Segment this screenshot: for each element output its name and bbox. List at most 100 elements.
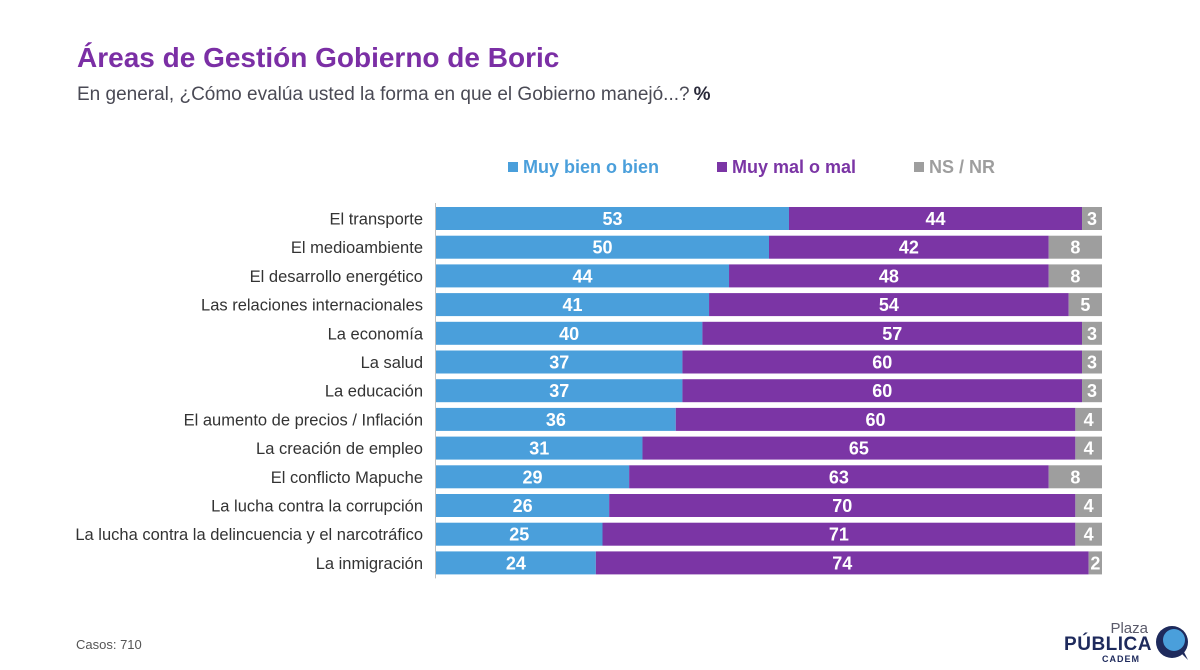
bar-segment-nsnr [1075,436,1102,460]
category-label: El conflicto Mapuche [271,469,423,487]
data-label-mal: 70 [832,496,852,516]
bar-segment-mal [729,264,1049,288]
subtitle-text: En general, ¿Cómo evalúa usted la forma … [77,84,690,105]
data-label-nsnr: 4 [1084,496,1094,516]
data-label-nsnr: 4 [1084,410,1094,430]
bar-segment-nsnr [1082,350,1102,374]
legend-swatch-mal [717,162,728,172]
category-label: La inmigración [316,555,423,573]
data-label-bien: 31 [529,439,549,459]
data-label-nsnr: 8 [1070,266,1080,286]
category-label: La creación de empleo [256,440,423,458]
bar-segment-nsnr [1075,522,1102,546]
data-label-bien: 29 [523,467,543,487]
category-label: La educación [325,383,423,401]
bar-segment-mal [709,293,1069,317]
data-label-bien: 37 [549,381,569,401]
data-label-nsnr: 3 [1087,353,1097,373]
legend-item-mal: Muy mal o mal [717,157,856,178]
data-label-bien: 24 [506,553,526,573]
category-label: La lucha contra la corrupción [211,498,423,516]
legend-swatch-bien [508,162,518,172]
bar-segment-bien [436,494,610,517]
logo-text-cadem: CADEM [1102,654,1140,664]
data-label-mal: 65 [849,439,869,459]
data-label-bien: 44 [573,266,593,286]
data-label-bien: 41 [563,295,583,315]
bar-segment-nsnr [1048,465,1102,489]
legend-item-nsnr: NS / NR [914,157,995,178]
bar-segment-bien [436,407,676,431]
data-label-nsnr: 3 [1087,324,1097,344]
bar-segment-nsnr [1048,235,1102,259]
data-label-bien: 37 [549,353,569,373]
bar-segment-mal [595,551,1089,575]
legend: Muy bien o bien Muy mal o mal NS / NR [508,156,995,178]
bar-segment-mal [642,436,1076,460]
category-label: Las relaciones internacionales [201,297,423,315]
category-label: El medioambiente [291,239,423,257]
data-label-bien: 50 [592,238,612,258]
bar-segment-mal [602,522,1076,546]
bar-segment-bien [436,465,630,489]
data-label-mal: 44 [925,209,945,229]
category-label: El desarrollo energético [250,268,423,286]
chart-title: Áreas de Gestión Gobierno de Boric [77,42,560,73]
bar-segment-mal [609,494,1076,517]
plaza-publica-logo: Plaza PÚBLICA CADEM [1064,620,1192,664]
chart-subtitle: En general, ¿Cómo evalúa usted la forma … [77,84,711,106]
logo-mark-icon [1156,626,1188,660]
bar-segment-mal [769,235,1049,259]
legend-label-nsnr: NS / NR [929,156,996,177]
data-label-bien: 25 [509,525,529,545]
data-label-mal: 71 [829,525,849,545]
bar-segment-bien [436,293,710,317]
category-label: La economía [328,325,424,343]
logo-text-publica: PÚBLICA [1064,634,1152,655]
unit-label: % [693,84,711,105]
bar-segment-bien [436,350,683,374]
data-label-mal: 60 [872,353,892,373]
data-label-nsnr: 4 [1084,439,1094,459]
data-label-nsnr: 3 [1087,209,1097,229]
bar-segment-nsnr [1082,207,1102,230]
data-label-bien: 53 [602,209,622,229]
bar-segment-nsnr [1075,494,1102,517]
data-label-bien: 36 [546,410,566,430]
bar-segment-nsnr [1075,407,1102,431]
bar-segment-bien [436,379,683,403]
bar-segment-bien [436,264,730,288]
category-label: El transporte [329,211,423,229]
data-label-mal: 57 [882,324,902,344]
legend-swatch-nsnr [914,162,925,172]
bar-segment-mal [682,350,1083,374]
data-label-mal: 60 [866,410,886,430]
bar-segment-nsnr [1068,293,1102,317]
category-label: El aumento de precios / Inflación [184,411,423,429]
data-label-nsnr: 3 [1087,381,1097,401]
category-label: La lucha contra la delincuencia y el nar… [75,526,423,544]
bar-segment-mal [682,379,1083,403]
data-label-nsnr: 4 [1084,525,1094,545]
data-label-mal: 42 [899,238,919,258]
data-label-mal: 60 [872,381,892,401]
bar-segment-bien [436,321,703,345]
data-label-bien: 26 [513,496,533,516]
bar-segment-bien [436,522,603,546]
legend-label-bien: Muy bien o bien [523,156,660,177]
data-label-mal: 63 [829,467,849,487]
cases-footnote: Casos: 710 [76,637,142,652]
bar-segment-nsnr [1088,551,1102,575]
bar-segment-bien [436,551,596,575]
bar-segment-mal [702,321,1083,345]
bar-segment-nsnr [1048,264,1102,288]
bar-segment-bien [436,436,643,460]
data-label-mal: 54 [879,295,899,315]
legend-label-mal: Muy mal o mal [732,156,857,177]
data-label-nsnr: 8 [1070,238,1080,258]
bar-segment-bien [436,235,769,259]
data-label-nsnr: 2 [1090,553,1100,573]
bar-segment-mal [675,407,1076,431]
data-label-mal: 74 [832,553,852,573]
